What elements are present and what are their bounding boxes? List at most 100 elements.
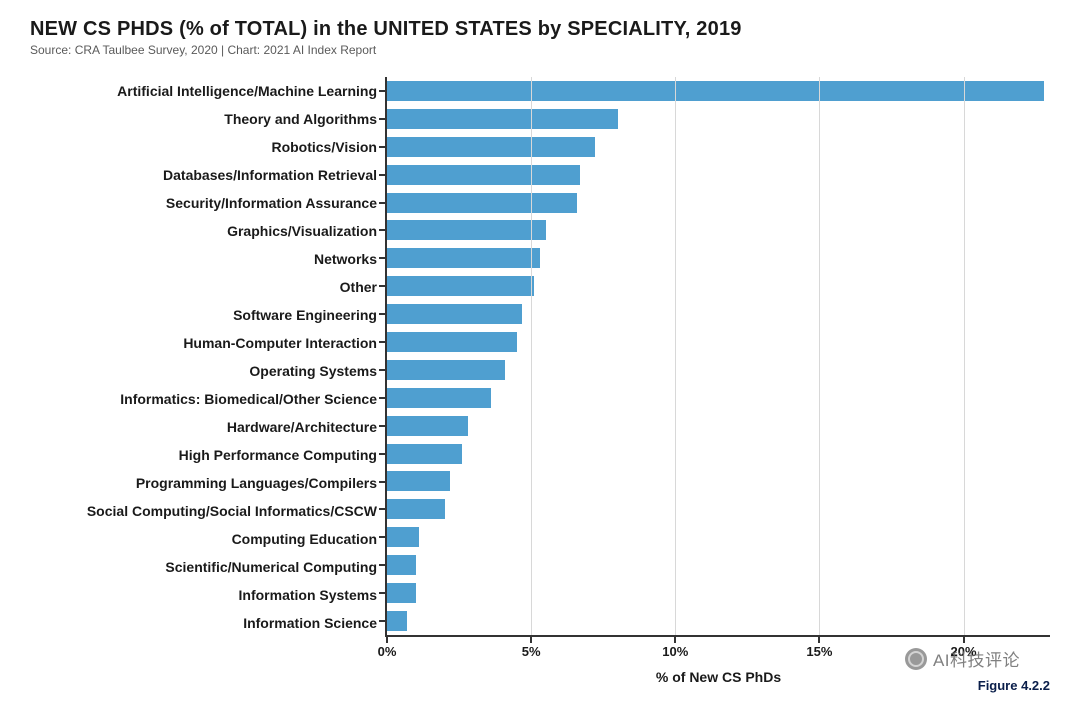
y-tick-mark — [379, 313, 387, 315]
category-label: Informatics: Biomedical/Other Science — [30, 392, 377, 407]
x-tick-mark — [963, 635, 965, 643]
category-label: Operating Systems — [30, 364, 377, 379]
bar — [387, 193, 577, 213]
y-tick-mark — [379, 229, 387, 231]
y-tick-mark — [379, 536, 387, 538]
bar — [387, 527, 419, 547]
bar-row — [387, 444, 1050, 464]
gridline — [819, 77, 820, 635]
y-tick-mark — [379, 257, 387, 259]
bar-row — [387, 304, 1050, 324]
bar-row — [387, 193, 1050, 213]
category-label: Other — [30, 280, 377, 295]
x-tick-label: 0% — [378, 644, 397, 659]
bar-row — [387, 137, 1050, 157]
category-label: Theory and Algorithms — [30, 112, 377, 127]
bar-row — [387, 555, 1050, 575]
watermark-icon — [905, 648, 927, 670]
bar-row — [387, 611, 1050, 631]
category-label: Security/Information Assurance — [30, 196, 377, 211]
bar — [387, 471, 450, 491]
watermark-text: AI科技评论 — [933, 646, 1020, 671]
bar-row — [387, 360, 1050, 380]
category-label: Software Engineering — [30, 308, 377, 323]
bar — [387, 611, 407, 631]
x-tick-mark — [818, 635, 820, 643]
x-tick-label: 5% — [522, 644, 541, 659]
category-label: Computing Education — [30, 532, 377, 547]
y-tick-mark — [379, 620, 387, 622]
bar — [387, 416, 468, 436]
y-tick-mark — [379, 425, 387, 427]
category-label: Information Science — [30, 616, 377, 631]
y-tick-mark — [379, 453, 387, 455]
y-tick-mark — [379, 174, 387, 176]
y-tick-mark — [379, 564, 387, 566]
gridline — [675, 77, 676, 635]
bar-group — [387, 77, 1050, 635]
x-tick-label: 15% — [806, 644, 832, 659]
gridline — [531, 77, 532, 635]
category-label: Robotics/Vision — [30, 140, 377, 155]
bar — [387, 109, 618, 129]
y-tick-mark — [379, 397, 387, 399]
bar — [387, 499, 445, 519]
y-tick-mark — [379, 369, 387, 371]
category-label: Graphics/Visualization — [30, 224, 377, 239]
bar-row — [387, 583, 1050, 603]
category-label: High Performance Computing — [30, 448, 377, 463]
bar — [387, 220, 546, 240]
x-tick-label: 10% — [662, 644, 688, 659]
bar — [387, 276, 534, 296]
category-label: Information Systems — [30, 588, 377, 603]
bar-row — [387, 276, 1050, 296]
y-tick-mark — [379, 341, 387, 343]
category-label: Databases/Information Retrieval — [30, 168, 377, 183]
category-label: Networks — [30, 252, 377, 267]
y-tick-mark — [379, 508, 387, 510]
category-label: Hardware/Architecture — [30, 420, 377, 435]
bar — [387, 444, 462, 464]
y-tick-mark — [379, 285, 387, 287]
bar-row — [387, 499, 1050, 519]
bar-row — [387, 332, 1050, 352]
bar — [387, 332, 517, 352]
plot-region: % of New CS PhDs 0%5%10%15%20% — [385, 77, 1050, 637]
category-label: Human-Computer Interaction — [30, 336, 377, 351]
bar-row — [387, 248, 1050, 268]
bar-row — [387, 165, 1050, 185]
bar-row — [387, 527, 1050, 547]
category-label: Scientific/Numerical Computing — [30, 560, 377, 575]
y-tick-mark — [379, 481, 387, 483]
bar — [387, 304, 522, 324]
y-tick-mark — [379, 592, 387, 594]
bar — [387, 555, 416, 575]
chart-title: NEW CS PHDS (% of TOTAL) in the UNITED S… — [30, 18, 1050, 41]
bar — [387, 583, 416, 603]
bar-row — [387, 416, 1050, 436]
y-tick-mark — [379, 202, 387, 204]
category-label: Programming Languages/Compilers — [30, 476, 377, 491]
bar — [387, 360, 505, 380]
bar — [387, 388, 491, 408]
bar — [387, 165, 580, 185]
x-tick-mark — [674, 635, 676, 643]
y-tick-mark — [379, 118, 387, 120]
y-axis-labels: Artificial Intelligence/Machine Learning… — [30, 77, 385, 637]
x-tick-mark — [386, 635, 388, 643]
chart-subtitle: Source: CRA Taulbee Survey, 2020 | Chart… — [30, 43, 1050, 57]
figure-number: Figure 4.2.2 — [978, 678, 1050, 693]
bar-row — [387, 388, 1050, 408]
bar — [387, 81, 1044, 101]
category-label: Artificial Intelligence/Machine Learning — [30, 84, 377, 99]
chart-area: Artificial Intelligence/Machine Learning… — [30, 77, 1050, 637]
x-axis-label: % of New CS PhDs — [656, 669, 781, 685]
bar-row — [387, 109, 1050, 129]
gridline — [964, 77, 965, 635]
bar-row — [387, 81, 1050, 101]
bar — [387, 137, 595, 157]
y-tick-mark — [379, 90, 387, 92]
bar-row — [387, 471, 1050, 491]
watermark: AI科技评论 — [905, 646, 1020, 671]
category-label: Social Computing/Social Informatics/CSCW — [30, 504, 377, 519]
